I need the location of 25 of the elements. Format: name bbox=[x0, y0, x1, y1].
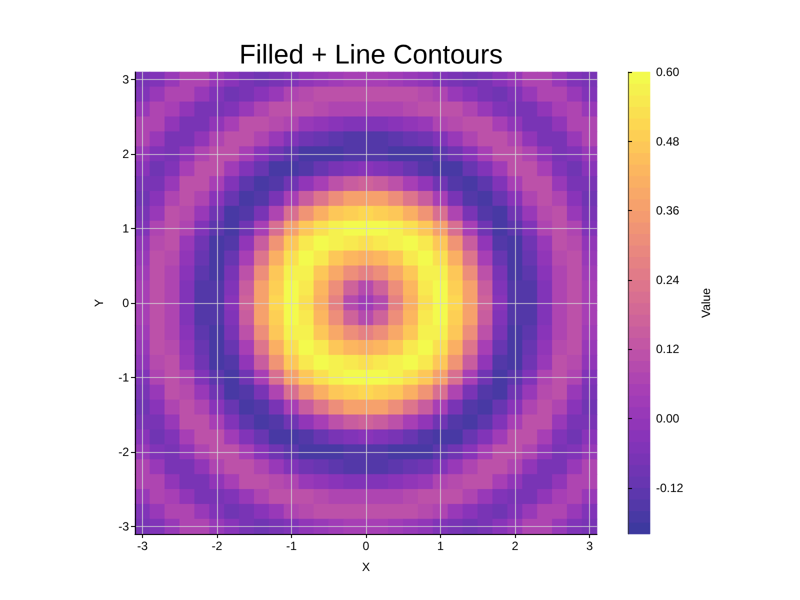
color-bar-title: Value bbox=[699, 288, 713, 318]
x-tick-label: 3 bbox=[586, 539, 594, 553]
x-axis-title: X bbox=[362, 560, 370, 574]
color-bar-label: 0.12 bbox=[656, 342, 680, 356]
color-bar-label: 0.36 bbox=[656, 204, 680, 218]
y-tick-label: -3 bbox=[118, 520, 130, 534]
y-tick-label: 3 bbox=[122, 72, 130, 86]
y-tick-label: 1 bbox=[122, 221, 130, 236]
chart-title: Filled + Line Contours bbox=[239, 40, 503, 70]
x-tick-label: 1 bbox=[437, 539, 444, 553]
color-bar-label: -0.12 bbox=[656, 480, 684, 495]
y-tick-label: 2 bbox=[122, 146, 130, 161]
x-tick-label: -1 bbox=[286, 539, 298, 553]
x-tick-label: -3 bbox=[137, 539, 148, 553]
color-bar-label: 0.60 bbox=[656, 65, 680, 79]
y-tick-label: -1 bbox=[118, 370, 130, 385]
y-axis-title: Y bbox=[92, 298, 106, 308]
color-bar-label: 0.48 bbox=[656, 134, 680, 148]
color-bar-label: 0.24 bbox=[656, 272, 680, 287]
y-tick-label: -2 bbox=[118, 445, 130, 460]
x-tick-label: 2 bbox=[512, 539, 519, 553]
y-tick-label: 0 bbox=[122, 296, 130, 310]
x-tick-label: 0 bbox=[362, 539, 370, 553]
color-bar-label: 0.00 bbox=[656, 412, 680, 426]
x-tick-label: -2 bbox=[212, 539, 223, 553]
